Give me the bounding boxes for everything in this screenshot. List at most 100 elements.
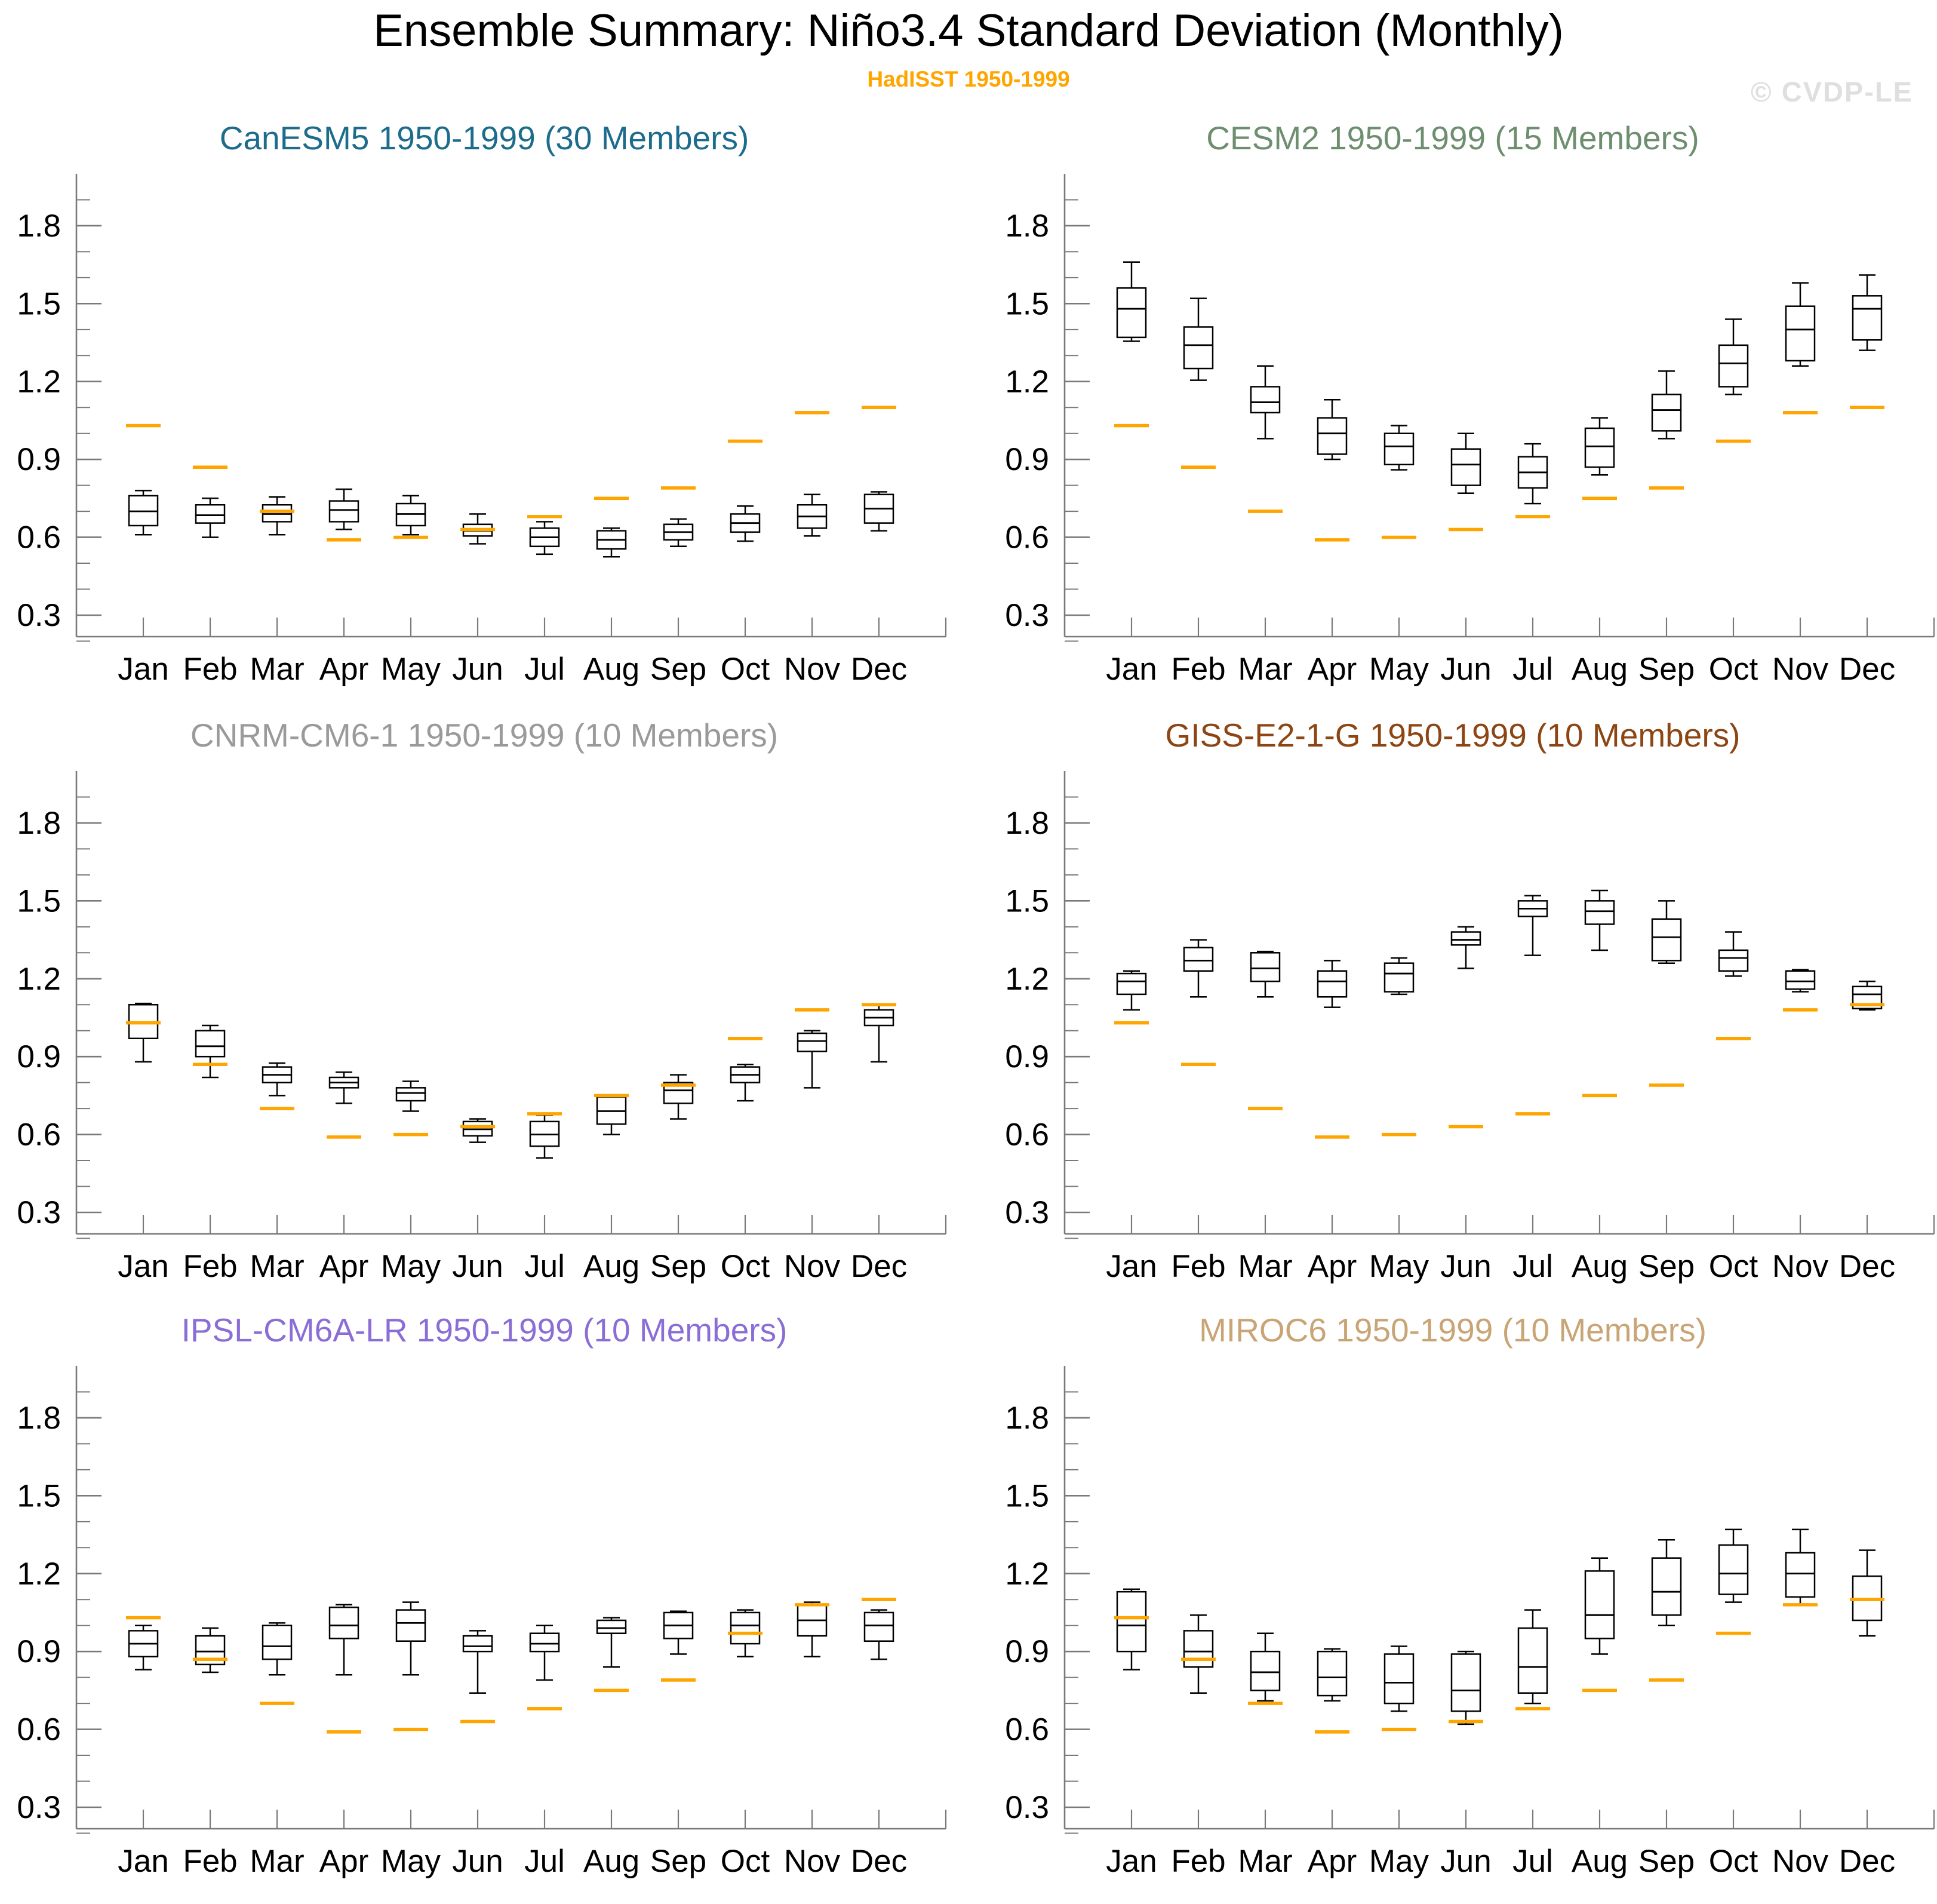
box-whisker-nov — [1785, 1528, 1816, 1606]
iqr-box — [328, 1607, 359, 1639]
y-tick-label: 0.6 — [1005, 1117, 1049, 1153]
month-label-jun: Jun — [1440, 652, 1491, 687]
box-whisker-jan — [1116, 970, 1147, 1011]
iqr-box — [1116, 287, 1147, 339]
iqr-box — [1718, 949, 1749, 972]
iqr-box — [1785, 305, 1816, 362]
panel-miroc6: MIROC6 1950-1999 (10 Members) 0.3 0.6 0.9 1… — [968, 1307, 1937, 1899]
month-label-may: May — [381, 652, 441, 687]
month-label-dec: Dec — [1839, 652, 1895, 687]
boxplot-cesm2: 0.3 0.6 0.9 1.2 1.5 1.8 Jan Feb Mar Apr May Jun Jul A… — [1005, 174, 1935, 687]
month-label-feb: Feb — [1171, 652, 1225, 687]
iqr-box — [1183, 326, 1214, 370]
iqr-box — [663, 1082, 694, 1104]
month-label-dec: Dec — [1839, 1844, 1895, 1879]
month-label-nov: Nov — [784, 1844, 841, 1879]
panel-title-ipsl-cm6a-lr: IPSL-CM6A-LR 1950-1999 (10 Members) — [181, 1312, 788, 1349]
iqr-box — [1317, 970, 1348, 998]
month-label-jun: Jun — [452, 1844, 503, 1879]
month-label-jun: Jun — [1440, 1844, 1491, 1879]
box-whisker-jun — [462, 1630, 493, 1694]
box-whisker-may — [1383, 1645, 1415, 1712]
month-label-mar: Mar — [250, 1844, 304, 1879]
box-whisker-feb — [195, 1024, 226, 1079]
box-whisker-dec — [863, 491, 894, 532]
month-label-sep: Sep — [650, 1249, 706, 1284]
y-tick-label: 1.5 — [17, 883, 61, 919]
box-whisker-aug — [1584, 889, 1615, 951]
iqr-box — [328, 500, 359, 523]
iqr-box — [863, 1611, 894, 1642]
boxplot-ipsl-cm6a-lr: 0.3 0.6 0.9 1.2 1.5 1.8 Jan Feb Mar Apr May Jun Jul A… — [17, 1366, 947, 1879]
iqr-box — [1651, 394, 1682, 432]
iqr-box — [195, 504, 226, 524]
box-whisker-sep — [663, 1610, 694, 1655]
y-tick-label: 1.2 — [1005, 962, 1049, 997]
month-label-feb: Feb — [183, 652, 237, 687]
month-label-dec: Dec — [851, 1844, 907, 1879]
month-label-feb: Feb — [1171, 1844, 1225, 1879]
box-whisker-apr — [328, 488, 359, 530]
month-label-nov: Nov — [1772, 1249, 1829, 1284]
month-label-mar: Mar — [250, 652, 304, 687]
box-whisker-mar — [262, 1622, 293, 1676]
y-tick-label: 0.9 — [17, 442, 61, 477]
month-label-nov: Nov — [1772, 652, 1829, 687]
box-whisker-jun — [462, 1118, 493, 1143]
month-label-jan: Jan — [1106, 1844, 1157, 1879]
month-label-jan: Jan — [118, 1844, 168, 1879]
month-label-apr: Apr — [1308, 652, 1357, 687]
box-whisker-dec — [1852, 980, 1883, 1011]
iqr-box — [1718, 1544, 1749, 1595]
iqr-box — [1517, 1627, 1548, 1694]
boxplot-cnrm-cm6-1: 0.3 0.6 0.9 1.2 1.5 1.8 Jan Feb Mar Apr May Jun Jul A… — [17, 771, 947, 1284]
y-tick-label: 0.3 — [17, 1790, 61, 1825]
iqr-box — [195, 1635, 226, 1666]
box-whisker-feb — [1183, 939, 1214, 998]
month-label-mar: Mar — [1238, 1844, 1292, 1879]
iqr-box — [797, 1032, 828, 1052]
box-whisker-aug — [596, 527, 627, 558]
box-whisker-oct — [730, 1063, 761, 1102]
box-whisker-sep — [1651, 1539, 1682, 1626]
month-label-apr: Apr — [319, 1249, 368, 1284]
box-whisker-apr — [328, 1604, 359, 1676]
box-whisker-dec — [1852, 1549, 1883, 1637]
box-whisker-dec — [863, 1609, 894, 1660]
month-label-aug: Aug — [583, 652, 639, 687]
month-label-dec: Dec — [1839, 1249, 1895, 1284]
box-whisker-nov — [1785, 282, 1816, 367]
month-label-jul: Jul — [524, 1249, 565, 1284]
month-label-aug: Aug — [1572, 1844, 1628, 1879]
page-title: Ensemble Summary: Niño3.4 Standard Devia… — [373, 5, 1564, 56]
month-label-sep: Sep — [1638, 1249, 1695, 1284]
iqr-box — [1183, 947, 1214, 972]
y-tick-label: 0.3 — [17, 1195, 61, 1230]
y-tick-label: 1.8 — [1005, 1401, 1049, 1436]
panel-ipsl-cm6a-lr: IPSL-CM6A-LR 1950-1999 (10 Members) 0.3 0… — [0, 1307, 968, 1899]
box-whisker-jul — [1517, 1609, 1548, 1705]
y-tick-label: 1.2 — [17, 364, 61, 400]
iqr-box — [395, 1087, 426, 1102]
y-tick-label: 0.9 — [17, 1634, 61, 1669]
iqr-box — [1383, 432, 1415, 466]
iqr-box — [1651, 1557, 1682, 1616]
box-whisker-feb — [1183, 297, 1214, 381]
y-tick-label: 1.5 — [17, 1478, 61, 1513]
box-whisker-sep — [1651, 370, 1682, 440]
month-label-jul: Jul — [524, 652, 565, 687]
box-whisker-oct — [1718, 318, 1749, 395]
iqr-box — [1450, 448, 1481, 486]
box-whisker-nov — [1785, 969, 1816, 993]
month-label-jan: Jan — [118, 652, 168, 687]
box-whisker-jul — [529, 521, 560, 555]
month-label-jun: Jun — [452, 1249, 503, 1284]
box-whisker-may — [395, 1080, 426, 1112]
month-label-jun: Jun — [452, 652, 503, 687]
box-whisker-jul — [1517, 443, 1548, 505]
month-label-aug: Aug — [583, 1249, 639, 1284]
iqr-box — [1852, 295, 1883, 341]
cvdp-watermark: © CVDP-LE — [1751, 76, 1913, 108]
iqr-box — [1250, 386, 1281, 414]
iqr-box — [1383, 962, 1415, 993]
